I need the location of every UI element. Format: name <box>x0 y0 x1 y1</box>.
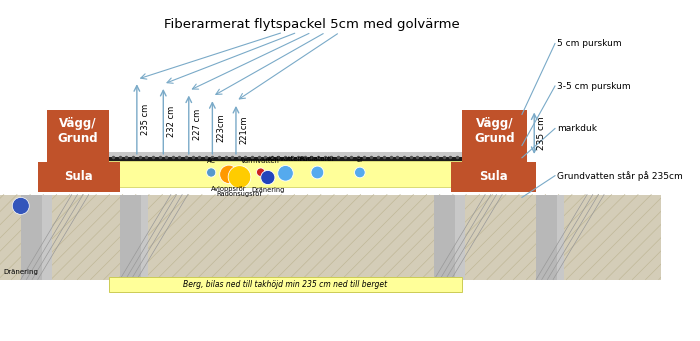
Bar <box>536 195 557 280</box>
Circle shape <box>354 167 365 178</box>
Text: 3-5 cm purskum: 3-5 cm purskum <box>557 81 631 90</box>
Bar <box>536 195 564 280</box>
Circle shape <box>206 168 216 177</box>
Bar <box>47 109 108 162</box>
Bar <box>108 152 463 157</box>
Circle shape <box>228 166 251 188</box>
Text: Berg, bilas ned till takhöjd min 235 cm ned till berget: Berg, bilas ned till takhöjd min 235 cm … <box>183 280 388 289</box>
Bar <box>108 161 463 187</box>
Text: Vägg/
Grund: Vägg/ Grund <box>57 117 98 145</box>
Text: Vägg/
Grund: Vägg/ Grund <box>475 117 515 145</box>
Text: Dränering: Dränering <box>251 188 284 193</box>
Text: 227 cm: 227 cm <box>193 109 202 140</box>
Text: 232 cm: 232 cm <box>167 106 176 137</box>
Text: AC: AC <box>206 158 216 164</box>
Bar <box>24 195 52 280</box>
Text: markduk: markduk <box>557 124 597 133</box>
Text: 223cm: 223cm <box>216 113 225 142</box>
Bar <box>437 195 466 280</box>
Bar <box>120 195 141 280</box>
Bar <box>452 162 536 192</box>
Circle shape <box>13 197 29 214</box>
Text: El: El <box>357 158 363 163</box>
Circle shape <box>311 166 323 179</box>
Text: Sula: Sula <box>64 170 93 183</box>
Text: Kallvatten: Kallvatten <box>269 156 302 162</box>
Circle shape <box>256 168 265 176</box>
Text: Fiberarmerat flytspackel 5cm med golvärme: Fiberarmerat flytspackel 5cm med golvärm… <box>164 18 459 31</box>
Bar <box>0 195 661 280</box>
Text: Sula: Sula <box>480 170 508 183</box>
Text: Avloppsrör: Avloppsrör <box>211 187 246 192</box>
Text: 5 cm purskum: 5 cm purskum <box>557 39 622 48</box>
Text: Grundvatten står på 235cm: Grundvatten står på 235cm <box>557 171 682 181</box>
Bar <box>463 109 526 162</box>
Bar <box>108 277 463 292</box>
Text: 235 cm: 235 cm <box>141 103 150 135</box>
Bar <box>21 195 41 280</box>
Bar <box>38 162 120 192</box>
Text: Värmvatten: Värmvatten <box>241 158 280 164</box>
Text: 235 cm: 235 cm <box>537 116 546 150</box>
Text: Radiatorör: Radiatorör <box>300 156 335 162</box>
Circle shape <box>220 165 238 183</box>
Text: 221cm: 221cm <box>239 116 248 144</box>
Circle shape <box>278 165 293 181</box>
Bar <box>108 154 463 161</box>
Circle shape <box>260 170 275 184</box>
Text: Dränering: Dränering <box>4 269 38 275</box>
Bar <box>434 195 455 280</box>
Bar <box>120 195 148 280</box>
Text: Radonsugsrör: Radonsugsrör <box>216 191 262 197</box>
